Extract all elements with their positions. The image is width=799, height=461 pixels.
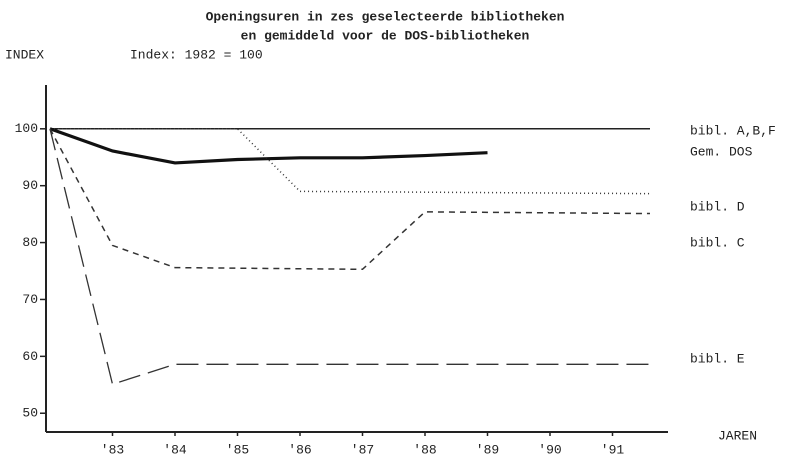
series-line — [49, 128, 650, 386]
y-tick-label: 100 — [15, 121, 38, 136]
x-tick-label: '84 — [163, 442, 187, 457]
series-line — [50, 128, 651, 195]
legend-label: bibl. D — [690, 199, 745, 214]
x-tick-label: '90 — [538, 442, 561, 457]
x-tick-label: '87 — [351, 442, 374, 457]
x-axis-label: JAREN — [718, 428, 757, 443]
legend-label: bibl. A,B,F — [690, 123, 776, 138]
y-tick-label: 70 — [22, 292, 38, 307]
x-tick-label: '91 — [601, 442, 625, 457]
legend-label: bibl. C — [690, 235, 745, 250]
y-tick-label: 60 — [22, 349, 38, 364]
index-note: Index: 1982 = 100 — [130, 47, 263, 62]
series-line — [49, 128, 651, 271]
x-tick-label: '88 — [413, 442, 436, 457]
y-axis-label: INDEX — [5, 47, 44, 62]
x-tick-label: '86 — [288, 442, 311, 457]
x-tick-label: '85 — [226, 442, 249, 457]
y-tick-label: 50 — [22, 406, 38, 421]
legend-label: bibl. E — [690, 351, 745, 366]
x-tick-label: '89 — [476, 442, 499, 457]
y-tick-label: 80 — [22, 235, 38, 250]
legend-label: Gem. DOS — [690, 144, 753, 159]
series-line — [49, 127, 488, 165]
chart-title: Openingsuren in zes geselecteerde biblio… — [206, 9, 565, 24]
y-tick-label: 90 — [22, 178, 38, 193]
chart-subtitle: en gemiddeld voor de DOS-bibliotheken — [241, 28, 530, 43]
x-tick-label: '83 — [101, 442, 124, 457]
